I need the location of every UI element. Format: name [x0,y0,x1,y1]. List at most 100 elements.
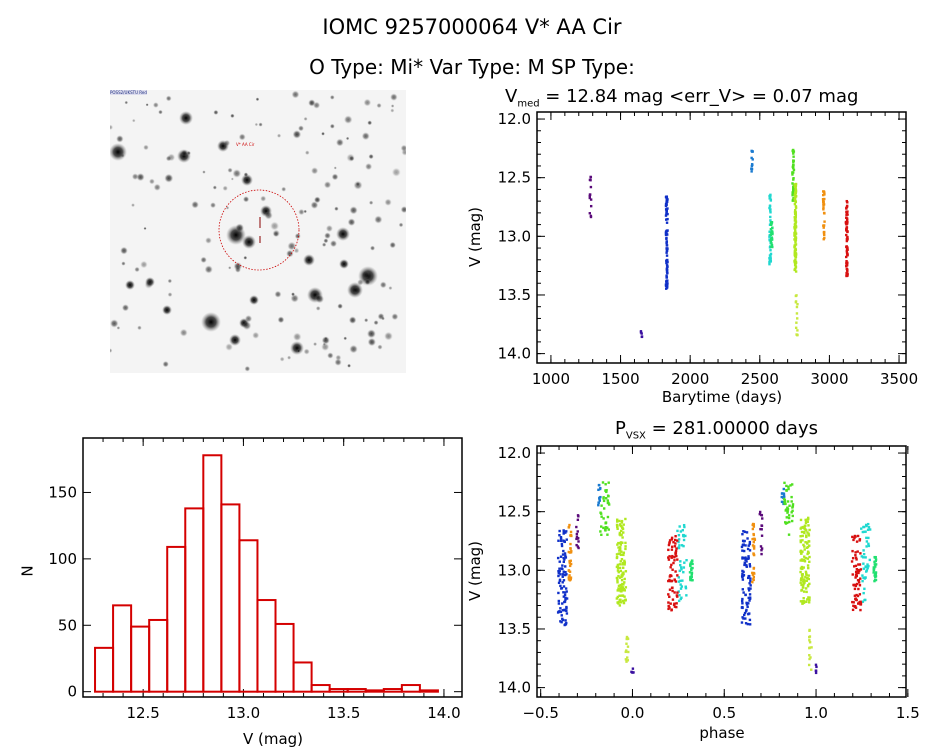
data-point [670,579,673,583]
data-point [619,543,623,546]
faint-star [120,246,128,255]
data-point [761,517,764,520]
data-point [747,589,751,592]
title-sub: VSX [625,430,646,442]
data-point [559,620,562,623]
data-point [558,567,561,570]
faint-star [205,237,212,244]
data-point [560,620,563,624]
data-point [862,549,865,552]
data-point [606,499,609,502]
data-point [664,230,668,234]
data-point [743,561,746,564]
data-point [859,603,862,606]
data-point [802,583,805,586]
data-point [562,530,566,533]
data-point [791,503,795,506]
phase-curve-title: PVSX = 281.00000 days [615,418,818,442]
data-point [588,194,591,198]
title-main: V [505,86,518,107]
data-point [589,185,593,189]
data-point [769,197,772,200]
data-point [854,535,857,538]
data-point [865,540,869,543]
faint-star [349,206,358,215]
data-point [770,244,774,247]
data-point [780,500,784,504]
faint-star [145,103,149,107]
data-point [619,569,622,573]
histogram-bar [310,684,331,693]
histogram-bar [418,689,439,693]
data-point [854,556,858,560]
data-point [793,244,797,247]
data-point [769,249,772,252]
finding-chart: POSS2/UKSTU Red V* AA Cir [110,90,406,373]
data-point [616,527,619,530]
data-point [600,533,603,537]
data-point [620,588,623,592]
data-point [667,607,670,611]
data-point [683,525,686,529]
data-point [669,602,672,605]
data-point [808,654,811,657]
data-point [780,492,784,495]
data-point [617,546,620,549]
data-point [741,602,744,605]
histogram-bar [130,625,151,693]
data-point [619,583,622,587]
data-point [853,536,856,540]
histogram-bar [166,545,187,693]
histogram-bar [220,503,241,693]
data-point [769,231,773,234]
data-point [563,593,567,597]
data-point [805,535,808,539]
data-point [679,563,682,567]
data-point [794,205,798,208]
data-point [618,594,621,597]
data-point [859,600,862,603]
data-point [858,569,861,573]
data-point [864,565,868,569]
histogram-bar [184,507,205,693]
data-point [563,552,567,555]
data-point [799,570,802,574]
faint-star [179,328,188,337]
data-point [575,543,578,547]
faint-star [346,153,355,162]
star [249,295,259,305]
data-point [598,499,601,502]
light-curve-ylabel: V (mag) [466,206,484,268]
data-point [623,577,626,581]
data-point [621,586,625,589]
data-point [568,561,572,565]
data-point [588,178,592,182]
faint-star [186,150,191,156]
data-point [759,545,763,548]
data-point [799,550,802,553]
data-point [620,578,624,582]
data-point [575,525,578,529]
data-point [748,540,752,544]
data-point [676,529,679,533]
data-point [565,538,568,541]
data-point [805,600,808,603]
data-point [604,529,607,532]
data-point [665,270,669,273]
data-point [665,221,669,224]
data-point [618,519,621,523]
data-point [844,221,848,225]
data-point [681,579,684,582]
data-point [618,531,622,535]
data-point [672,603,676,607]
data-point [673,591,676,594]
x-tick-label: 1.0 [804,704,828,722]
data-point [744,544,747,547]
data-point [860,527,863,530]
data-point [616,524,619,527]
x-tick-label: 0.0 [621,704,645,722]
data-point [855,540,859,543]
data-point [803,548,806,551]
data-point [792,171,795,174]
